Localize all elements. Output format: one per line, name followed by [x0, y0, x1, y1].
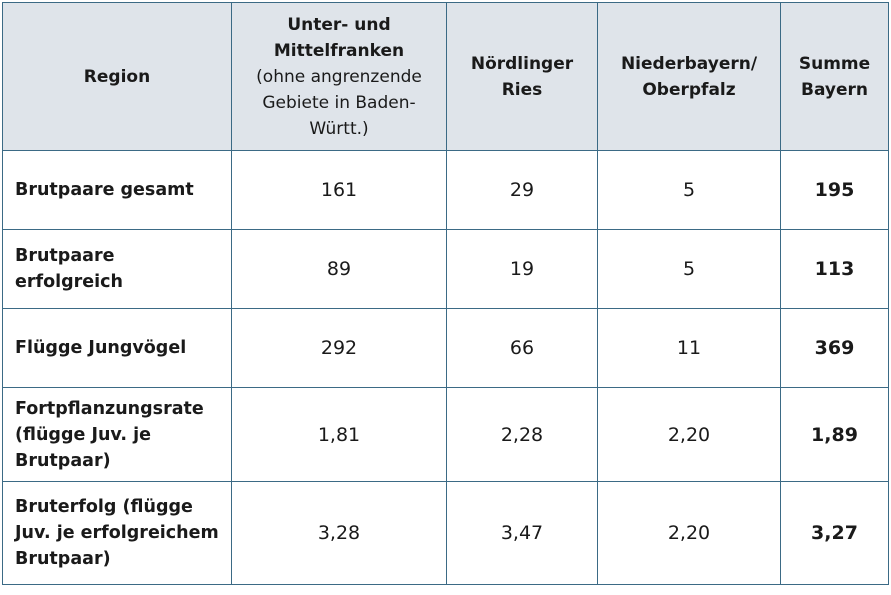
table-cell: 11 — [597, 308, 781, 388]
table-row: Bruterfolg (flügge Juv. je erfolgreichem… — [2, 481, 889, 585]
table-cell: 5 — [597, 229, 781, 309]
data-table-container: Region Unter- und Mittelfranken (ohne an… — [2, 2, 889, 585]
header-niederbayern-oberpfalz: Niederbayern/ Oberpfalz — [597, 2, 781, 151]
row-label: Brutpaare erfolgreich — [2, 229, 232, 309]
table-cell: 3,47 — [446, 481, 598, 585]
header-region: Region — [2, 2, 232, 151]
table-cell: 5 — [597, 150, 781, 230]
sum-cell: 195 — [780, 150, 889, 230]
table-row: Brutpaare erfolgreich 89 19 5 113 — [2, 229, 889, 309]
header-unter-mittelfranken: Unter- und Mittelfranken (ohne angrenzen… — [231, 2, 447, 151]
table-cell: 1,81 — [231, 387, 447, 482]
table-row: Flügge Jungvögel 292 66 11 369 — [2, 308, 889, 388]
table-cell: 2,28 — [446, 387, 598, 482]
sum-cell: 369 — [780, 308, 889, 388]
table-cell: 2,20 — [597, 387, 781, 482]
table-cell: 66 — [446, 308, 598, 388]
table-row: Brutpaare gesamt 161 29 5 195 — [2, 150, 889, 230]
header-noerdlinger-ries: Nördlinger Ries — [446, 2, 598, 151]
header-summe-bayern: Summe Bayern — [780, 2, 889, 151]
row-label: Bruterfolg (flügge Juv. je erfolgreichem… — [2, 481, 232, 585]
breeding-statistics-table: Region Unter- und Mittelfranken (ohne an… — [2, 2, 889, 585]
table-row: Fortpflanzungsrate (flügge Juv. je Brutp… — [2, 387, 889, 482]
table-cell: 292 — [231, 308, 447, 388]
table-cell: 19 — [446, 229, 598, 309]
table-cell: 3,28 — [231, 481, 447, 585]
row-label: Flügge Jungvögel — [2, 308, 232, 388]
sum-cell: 1,89 — [780, 387, 889, 482]
row-label: Brutpaare gesamt — [2, 150, 232, 230]
header-unter-mittelfranken-title: Unter- und Mittelfranken — [273, 14, 405, 61]
table-cell: 89 — [231, 229, 447, 309]
table-cell: 2,20 — [597, 481, 781, 585]
sum-cell: 113 — [780, 229, 889, 309]
table-cell: 29 — [446, 150, 598, 230]
sum-cell: 3,27 — [780, 481, 889, 585]
row-label: Fortpflanzungsrate (flügge Juv. je Brutp… — [2, 387, 232, 482]
table-cell: 161 — [231, 150, 447, 230]
header-row: Region Unter- und Mittelfranken (ohne an… — [2, 2, 889, 151]
header-unter-mittelfranken-note: (ohne angrenzende Gebiete in Baden-Württ… — [256, 66, 422, 139]
